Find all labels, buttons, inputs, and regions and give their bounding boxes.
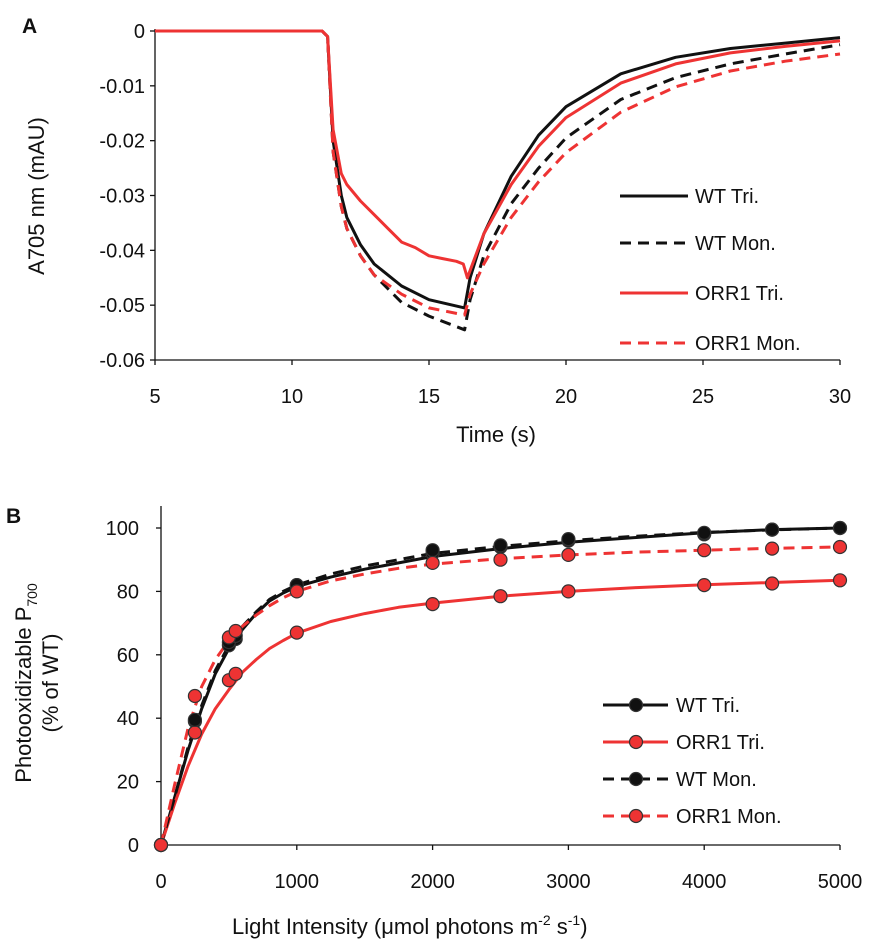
panel-b-legend-marker — [628, 808, 644, 824]
panel-a-x-tick-label: 25 — [692, 386, 714, 408]
panel-b-point-orr1-mon — [561, 547, 576, 563]
panel-b-point-wt-mon — [493, 538, 508, 553]
panel-b-point-orr1-tri — [493, 589, 508, 604]
panel-b-legend-marker — [628, 697, 644, 713]
panel-a-x-tick-label: 15 — [418, 386, 440, 408]
panel-b-point-orr1-mon — [832, 539, 848, 555]
panel-b-point-orr1-mon — [493, 552, 508, 567]
panel-a-series-line-wt-tri — [155, 29, 841, 310]
panel-a-y-tick-label: 0 — [134, 21, 145, 43]
panel-b-point-orr1-tri — [561, 584, 576, 599]
panel-b-legend-label: WT Tri. — [676, 695, 740, 717]
panel-b-point-orr1-mon — [153, 837, 169, 853]
panel-a-legend-label: ORR1 Tri. — [695, 283, 784, 305]
panel-b-point-wt-mon — [187, 712, 202, 727]
panel-b-point-orr1-tri — [289, 625, 304, 640]
panel-a-series-line-orr1-mon — [155, 29, 841, 317]
panel-b-point-orr1-tri — [764, 576, 780, 591]
panel-b-x-axis-title-main: Light Intensity (μmol photons m — [232, 914, 538, 939]
panel-b-point-wt-mon — [561, 531, 576, 547]
panel-b-x-axis-title-mid: s — [551, 914, 568, 939]
panel-a-x-axis-title: Time (s) — [456, 422, 536, 447]
panel-b-legend-label: WT Mon. — [676, 769, 757, 791]
panel-a-legend-label: ORR1 Mon. — [695, 333, 801, 355]
panel-b-series-line-orr1-mon — [159, 545, 841, 846]
panel-b-x-axis-title: Light Intensity (μmol photons m-2 s-1) — [232, 912, 588, 939]
panel-a-x-tick-label: 30 — [829, 386, 851, 408]
panel-b-x-tick-label: 5000 — [818, 871, 863, 893]
panel-b-x-tick-label: 0 — [155, 871, 166, 893]
panel-b-point-orr1-tri — [697, 577, 712, 593]
panel-b-y-tick-label: 60 — [117, 645, 139, 667]
panel-a-legend-label: WT Mon. — [695, 233, 776, 255]
panel-b-y-tick-label: 100 — [106, 518, 139, 540]
panel-a-y-tick-label: -0.04 — [99, 240, 145, 262]
panel-b-point-wt-mon — [697, 525, 712, 540]
panel-a-y-tick-label: -0.05 — [99, 295, 145, 317]
panel-b-legend-label: ORR1 Mon. — [676, 806, 782, 828]
panel-b-y-axis-title-main: Photooxidizable P — [11, 607, 36, 783]
panel-b-point-wt-mon — [425, 543, 440, 558]
panel-a-y-tick-label: -0.02 — [99, 131, 145, 153]
panel-b-y-tick-label: 0 — [128, 835, 139, 857]
panel-b-x-axis-title-sup2: -1 — [568, 912, 581, 928]
panel-a-y-axis-title: A705 nm (mAU) — [24, 117, 49, 275]
panel-b-point-wt-mon — [764, 522, 780, 537]
panel-b-point-orr1-mon — [289, 584, 304, 599]
panel-b-legend-marker — [628, 771, 644, 787]
panel-b-y-tick-label: 40 — [117, 708, 139, 730]
panel-b-x-tick-label: 3000 — [546, 871, 591, 893]
panel-b-letter: B — [6, 505, 21, 528]
panel-a-series-line-orr1-tri — [155, 29, 841, 280]
panel-a-letter: A — [22, 15, 37, 38]
panel-b-y-tick-label: 20 — [117, 772, 139, 794]
panel-b-point-orr1-mon — [764, 541, 780, 556]
panel-a-x-tick-label: 20 — [555, 386, 577, 408]
panel-b-legend: WT Tri. ORR1 Tri. WT Mon. ORR1 Mon. — [603, 695, 782, 828]
panel-b-legend-label: ORR1 Tri. — [676, 732, 765, 754]
panel-a-y-tick-label: -0.06 — [99, 350, 145, 372]
panel-b-x-tick-label: 1000 — [275, 871, 320, 893]
panel-a-x-tick-label: 10 — [281, 386, 303, 408]
panel-b-plot-area: 0 1000 2000 3000 4000 5000 0 20 40 60 80 100 — [106, 506, 863, 893]
panel-b-point-orr1-tri — [832, 573, 848, 588]
panel-b-point-orr1-tri — [425, 596, 440, 612]
panel-a-y-tick-label: -0.03 — [99, 186, 145, 208]
panel-b: B 0 1000 2000 3000 4000 5000 0 20 40 60 80 100 Ligh… — [6, 505, 862, 939]
panel-b-point-orr1-mon — [187, 688, 202, 704]
panel-b-x-tick-label: 4000 — [682, 871, 727, 893]
panel-b-x-axis-title-end: ) — [580, 914, 587, 939]
panel-a-x-tick-label: 5 — [149, 386, 160, 408]
panel-b-point-wt-mon — [832, 520, 848, 536]
panel-b-x-axis-title-sup1: -2 — [538, 912, 551, 928]
panel-b-point-orr1-tri — [187, 725, 202, 740]
panel-b-point-orr1-mon — [697, 543, 712, 558]
panel-a: A 5 10 15 20 25 30 0 -0.01 -0.02 -0.03 -0.04 -0.05 -… — [22, 15, 851, 447]
panel-b-point-orr1-mon — [228, 623, 243, 639]
panel-b-series-line-wt-tri — [159, 526, 841, 846]
panel-b-legend-marker — [628, 734, 644, 750]
panel-a-plot-area: 5 10 15 20 25 30 0 -0.01 -0.02 -0.03 -0.04 -0.05 -0.… — [99, 21, 851, 408]
panel-b-point-orr1-mon — [425, 555, 440, 571]
panel-b-point-orr1-tri — [228, 666, 243, 681]
panel-a-legend: WT Tri. WT Mon. ORR1 Tri. ORR1 Mon. — [620, 186, 801, 355]
panel-b-y-axis-title-line1: Photooxidizable P700 — [11, 583, 40, 783]
panel-a-y-tick-label: -0.01 — [99, 76, 145, 98]
panel-b-series-line-wt-mon — [159, 526, 841, 846]
panel-b-y-axis-title-line2: (% of WT) — [38, 634, 63, 733]
panel-a-legend-label: WT Tri. — [695, 186, 759, 208]
panel-b-y-axis-title-sub: 700 — [24, 583, 40, 607]
panel-b-x-tick-label: 2000 — [410, 871, 455, 893]
panel-b-y-tick-label: 80 — [117, 581, 139, 603]
